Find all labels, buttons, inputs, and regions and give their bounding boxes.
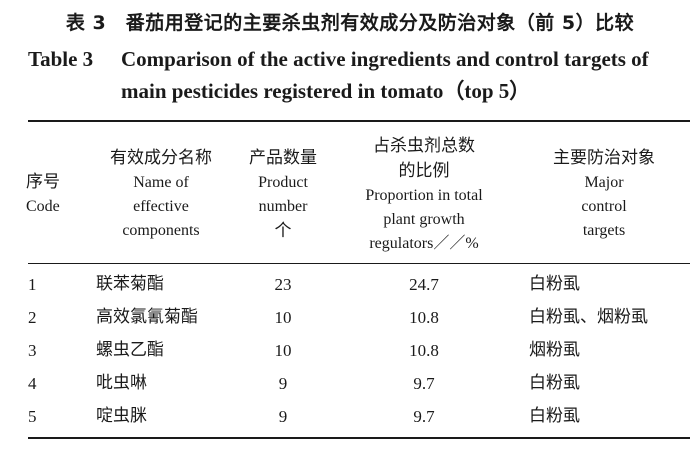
cell-count: 9 [278,407,288,426]
header-proportion-en2: plant growth [383,211,465,228]
bottom-rule [28,437,690,439]
header-name-en1: Name of [133,174,189,191]
header-name-cn: 有效成分名称 [110,148,212,168]
header-count-en1: Product [258,174,308,191]
cell-targets: 白粉虱 [529,274,580,294]
cell-count: 23 [274,275,292,294]
cell-targets: 白粉虱 [529,406,580,426]
cell-proportion: 10.8 [409,308,439,327]
cell-proportion: 24.7 [409,275,439,294]
cell-proportion: 9.7 [413,407,435,426]
header-name-en3: components [122,222,200,239]
header-count-unit: 个 [274,221,292,241]
table-title-line1: Comparison of the active ingredients and… [121,47,649,71]
header-targets-en2: control [581,198,627,215]
table-title-line2: main pesticides registered in tomato（top… [121,79,531,103]
header-code: 序号 Code [26,170,76,219]
cell-name: 联苯菊酯 [96,274,164,294]
header-code-cn: 序号 [26,172,60,192]
cell-count: 9 [278,374,288,393]
cell-name: 啶虫脒 [96,406,147,426]
header-count-cn: 产品数量 [249,148,317,168]
cell-name: 螺虫乙酯 [96,340,164,360]
cell-targets: 烟粉虱 [529,340,580,360]
header-targets-en1: Major [584,174,624,191]
header-rule [28,263,690,264]
cell-code: 2 [28,308,37,327]
cell-name: 高效氯氰菊酯 [96,307,198,327]
cell-count: 10 [274,308,292,327]
cell-count: 10 [274,341,292,360]
table-label: Table 3 [28,47,94,71]
cell-code: 5 [28,407,37,426]
cell-proportion: 10.8 [409,341,439,360]
header-targets-cn: 主要防治对象 [553,148,655,168]
header-count: 产品数量 Product number 个 [234,146,332,244]
cell-targets: 白粉虱、烟粉虱 [529,307,648,327]
cell-code: 3 [28,341,37,360]
cell-proportion: 9.7 [413,374,435,393]
header-proportion-en1: Proportion in total [365,187,483,204]
header-targets: 主要防治对象 Major control targets [524,146,684,243]
header-proportion-en3: regulators／／% [369,235,479,252]
header-proportion-cn2: 的比例 [398,161,450,181]
cell-targets: 白粉虱 [529,373,580,393]
top-rule [28,120,690,122]
header-proportion: 占杀虫剂总数 的比例 Proportion in total plant gro… [340,134,508,256]
cell-code: 1 [28,275,37,294]
header-name: 有效成分名称 Name of effective components [88,146,234,243]
header-name-en2: effective [133,198,189,215]
table-caption-cn: 表 3 番茄用登记的主要杀虫剂有效成分及防治对象（前 5）比较 [65,12,635,34]
cell-name: 吡虫啉 [96,373,147,393]
header-proportion-cn1: 占杀虫剂总数 [373,136,475,156]
cell-code: 4 [28,374,37,393]
header-code-en: Code [26,198,60,215]
header-targets-en3: targets [582,222,626,239]
header-count-en2: number [258,198,308,215]
